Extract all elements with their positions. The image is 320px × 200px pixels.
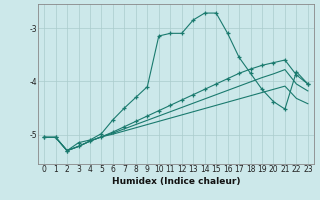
X-axis label: Humidex (Indice chaleur): Humidex (Indice chaleur) bbox=[112, 177, 240, 186]
